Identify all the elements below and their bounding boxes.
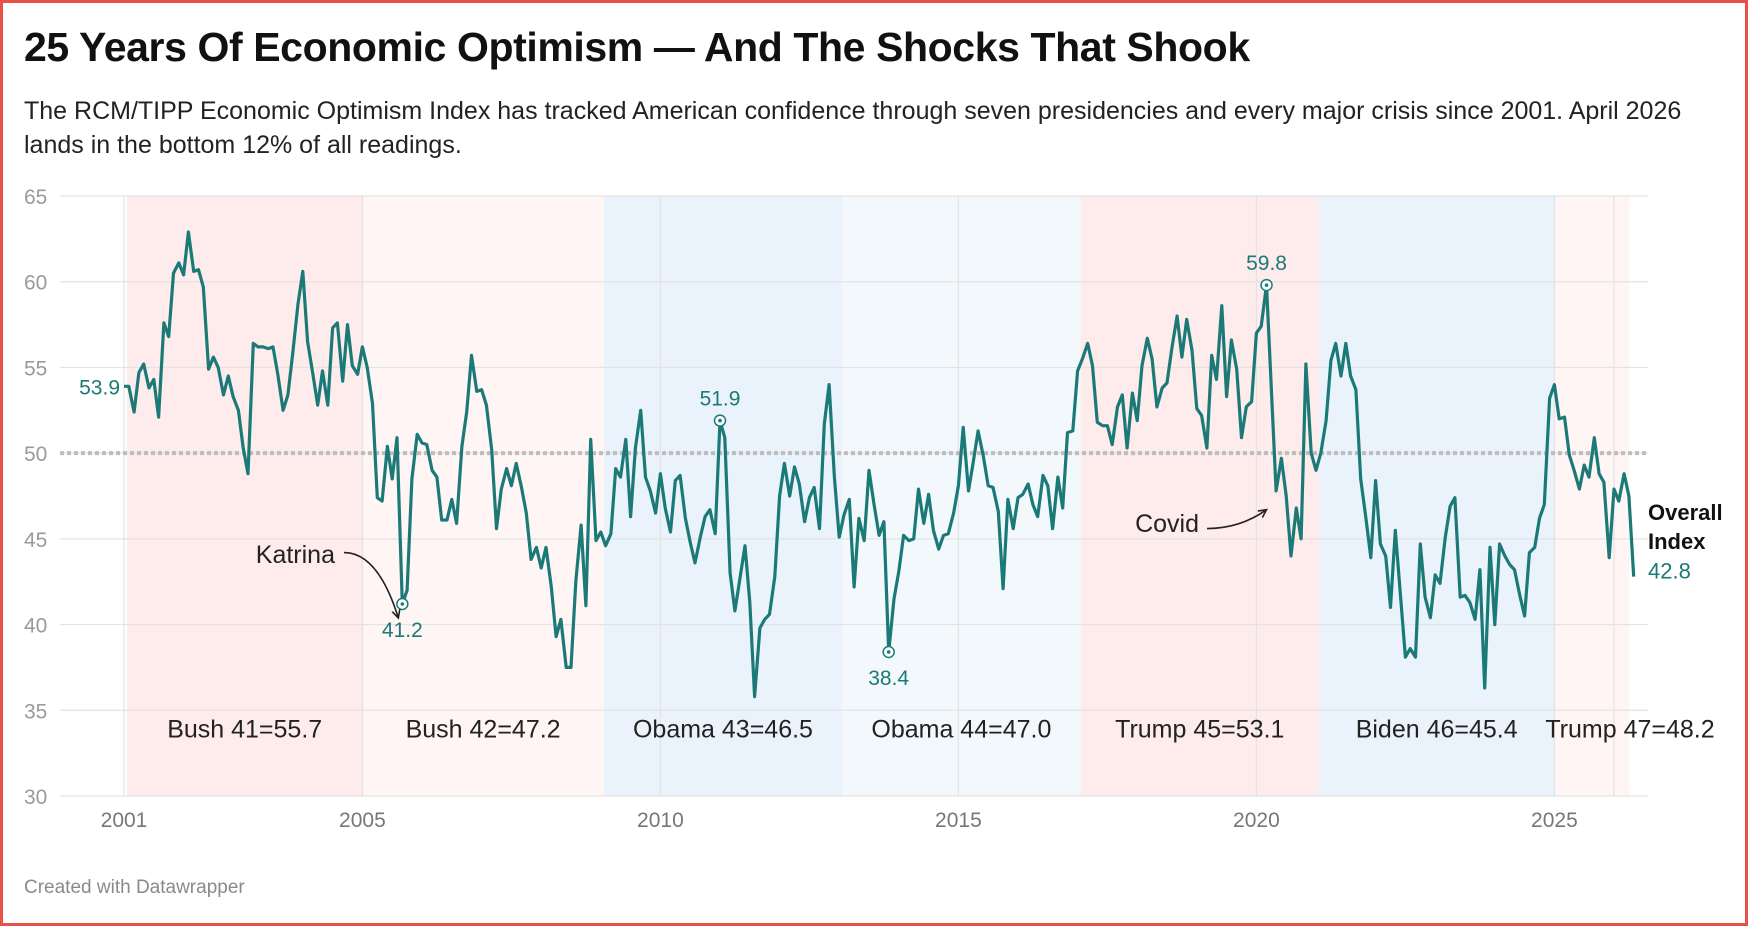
presidency-label: Bush 41=55.7 (167, 716, 322, 744)
series-end-value: 42.8 (1648, 558, 1691, 583)
annotation-katrina: Katrina (256, 541, 335, 569)
y-tick-label: 45 (24, 529, 47, 552)
value-label: 41.2 (382, 619, 423, 642)
y-tick-label: 60 (24, 272, 47, 295)
presidency-band-2 (603, 196, 843, 796)
annotation-arrow-katrina (343, 551, 398, 618)
chart-subtitle: The RCM/TIPP Economic Optimism Index has… (24, 97, 1682, 159)
grid-lines (60, 195, 1648, 797)
value-label: 38.4 (868, 667, 909, 690)
presidency-band-4 (1080, 196, 1319, 796)
series-group (124, 230, 1636, 699)
presidency-label: Obama 44=47.0 (871, 716, 1051, 744)
value-label: 51.9 (700, 388, 741, 411)
x-tick-label: 2015 (935, 809, 982, 832)
x-tick-label: 2010 (637, 809, 684, 832)
series-line-overall-index (124, 230, 1636, 699)
y-tick-label: 35 (24, 700, 47, 723)
presidency-bands (126, 196, 1629, 796)
value-marker-dot (400, 602, 405, 606)
x-tick-label: 2025 (1531, 809, 1578, 832)
annotations: Katrina Covid Overall Index 42.8 (256, 500, 1723, 618)
x-tick-label: 2020 (1233, 809, 1280, 832)
y-tick-label: 65 (24, 186, 47, 209)
chart-title: 25 Years Of Economic Optimism — And The … (24, 24, 1250, 70)
presidency-label: Biden 46=45.4 (1356, 716, 1518, 744)
y-axis: 30 35 40 45 50 55 60 65 (24, 186, 47, 809)
presidency-band-5 (1318, 196, 1555, 796)
series-end-label: Overall (1648, 500, 1723, 525)
presidency-label: Obama 43=46.5 (633, 716, 813, 744)
y-tick-label: 55 (24, 357, 47, 380)
presidency-band-0 (126, 196, 363, 796)
value-label: 59.8 (1246, 252, 1287, 275)
annotation-covid: Covid (1135, 510, 1199, 538)
x-tick-label: 2005 (339, 809, 386, 832)
footer-credit: Created with Datawrapper (24, 877, 245, 898)
presidency-label: Trump 45=53.1 (1115, 716, 1284, 744)
presidency-labels: Bush 41=55.7 Bush 42=47.2 Obama 43=46.5 Oba… (167, 716, 1714, 744)
x-axis: 2001 2005 2010 2015 2020 2025 (101, 809, 1578, 832)
presidency-band-1 (362, 196, 604, 796)
presidency-band-3 (842, 196, 1081, 796)
y-tick-label: 30 (24, 786, 47, 809)
presidency-label: Bush 42=47.2 (406, 716, 561, 744)
value-marker-dot (718, 418, 722, 423)
annotation-arrow-covid (1206, 510, 1267, 530)
series-end-label: Index (1648, 529, 1706, 554)
value-marker-dot (886, 650, 891, 654)
value-marker-dot (1264, 283, 1269, 287)
value-label: 53.9 (79, 376, 120, 399)
presidency-label: Trump 47=48.2 (1545, 716, 1714, 744)
y-tick-label: 50 (24, 443, 47, 466)
x-tick-label: 2001 (101, 809, 148, 832)
y-tick-label: 40 (24, 615, 47, 638)
value-markers: 53.9 41.2 51.9 38.4 59.8 (79, 252, 1287, 690)
